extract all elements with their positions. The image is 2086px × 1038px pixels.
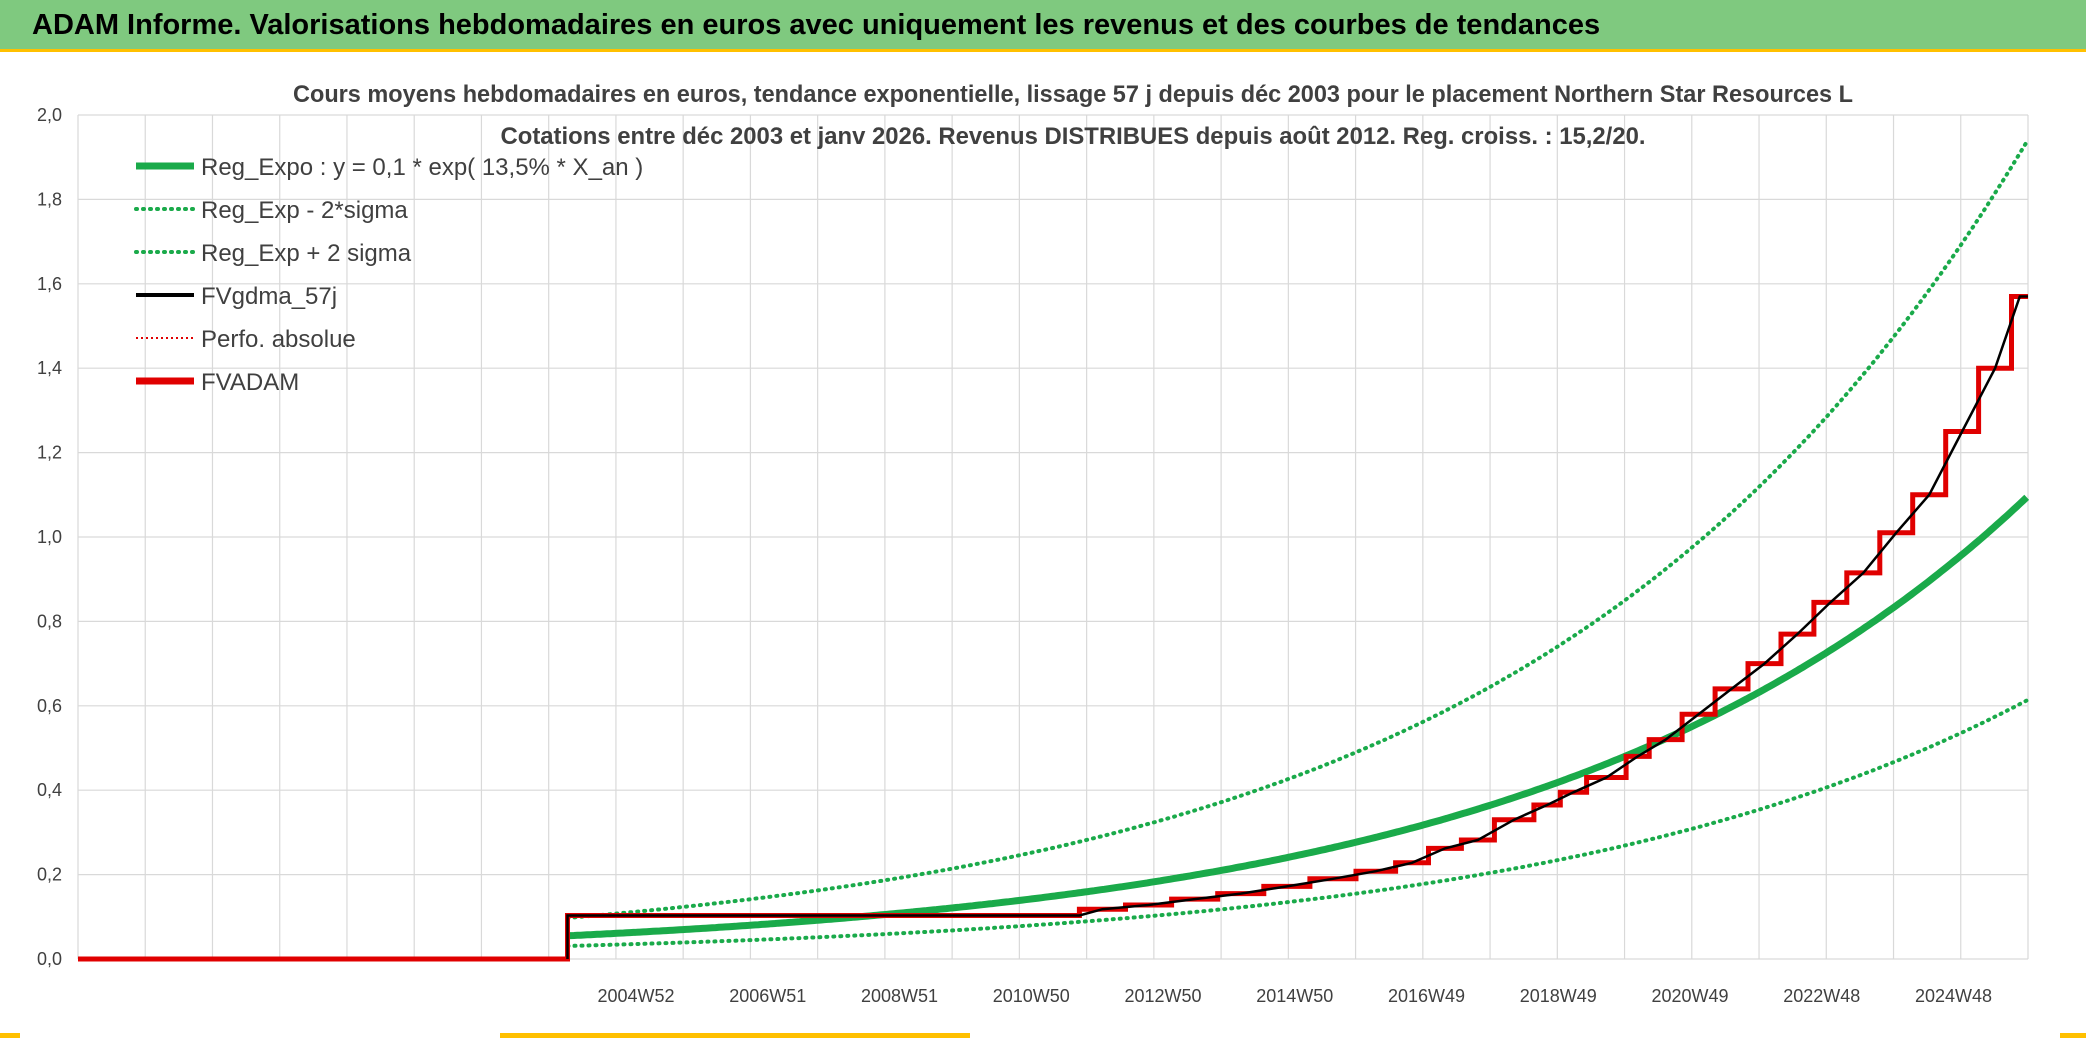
x-tick-label: 2014W50 <box>1256 986 1333 1006</box>
y-axis: 0,0 0,2 0,4 0,6 0,8 1,0 1,2 1,4 1,6 1,8 2,0 <box>37 105 62 969</box>
x-tick-label: 2010W50 <box>993 986 1070 1006</box>
x-tick-label: 2020W49 <box>1652 986 1729 1006</box>
y-tick-label: 2,0 <box>37 105 62 125</box>
x-tick-label: 2008W51 <box>861 986 938 1006</box>
x-axis: 2004W52 2006W51 2008W51 2010W50 2012W50 2014W… <box>597 986 1992 1006</box>
accent-bar-left <box>0 1033 20 1038</box>
y-tick-label: 0,8 <box>37 611 62 631</box>
x-tick-label: 2006W51 <box>729 986 806 1006</box>
legend-label: FVADAM <box>201 369 299 396</box>
series-perfo-absolue <box>78 295 2028 960</box>
chart-title-line1: Cours moyens hebdomadaires en euros, ten… <box>293 81 1853 108</box>
chart-titles: Cours moyens hebdomadaires en euros, ten… <box>293 81 1853 150</box>
legend-label: Perfo. absolue <box>201 326 356 353</box>
y-tick-label: 1,2 <box>37 443 62 463</box>
legend-label: FVgdma_57j <box>201 283 337 310</box>
accent-bar-middle <box>500 1033 970 1038</box>
series-reg-exp-minus-2sigma <box>565 698 2029 948</box>
report-title: ADAM Informe. Valorisations hebdomadaire… <box>32 9 1601 41</box>
legend-label: Reg_Exp - 2*sigma <box>201 197 408 224</box>
x-tick-label: 2016W49 <box>1388 986 1465 1006</box>
series-fvadam <box>78 294 2028 962</box>
series-fvgdma-57j <box>566 295 2028 959</box>
y-tick-label: 0,6 <box>37 696 62 716</box>
y-tick-label: 1,6 <box>37 274 62 294</box>
chart-title-line2: Cotations entre déc 2003 et janv 2026. R… <box>501 123 1646 150</box>
y-tick-label: 1,0 <box>37 527 62 547</box>
chart-legend: Reg_Expo : y = 0,1 * exp( 13,5% * X_an )… <box>134 154 643 396</box>
x-tick-label: 2022W48 <box>1783 986 1860 1006</box>
x-tick-label: 2012W50 <box>1124 986 1201 1006</box>
chart-series <box>78 139 2030 962</box>
series-reg-exp-plus-2sigma <box>565 139 2029 920</box>
y-tick-label: 1,8 <box>37 189 62 209</box>
series-reg-expo <box>567 494 2030 940</box>
y-tick-label: 1,4 <box>37 358 62 378</box>
legend-label: Reg_Expo : y = 0,1 * exp( 13,5% * X_an ) <box>201 154 643 181</box>
x-tick-label: 2004W52 <box>597 986 674 1006</box>
y-tick-label: 0,0 <box>37 949 62 969</box>
x-tick-label: 2024W48 <box>1915 986 1992 1006</box>
y-tick-label: 0,2 <box>37 865 62 885</box>
chart-grid <box>77 114 2029 960</box>
legend-label: Reg_Exp + 2 sigma <box>201 240 412 267</box>
y-tick-label: 0,4 <box>37 780 62 800</box>
x-tick-label: 2018W49 <box>1520 986 1597 1006</box>
chart-area: 0,0 0,2 0,4 0,6 0,8 1,0 1,2 1,4 1,6 1,8 2,0 2004W5… <box>37 81 2030 1006</box>
accent-bar-right <box>2060 1033 2086 1038</box>
report-banner: ADAM Informe. Valorisations hebdomadaire… <box>0 0 2086 52</box>
